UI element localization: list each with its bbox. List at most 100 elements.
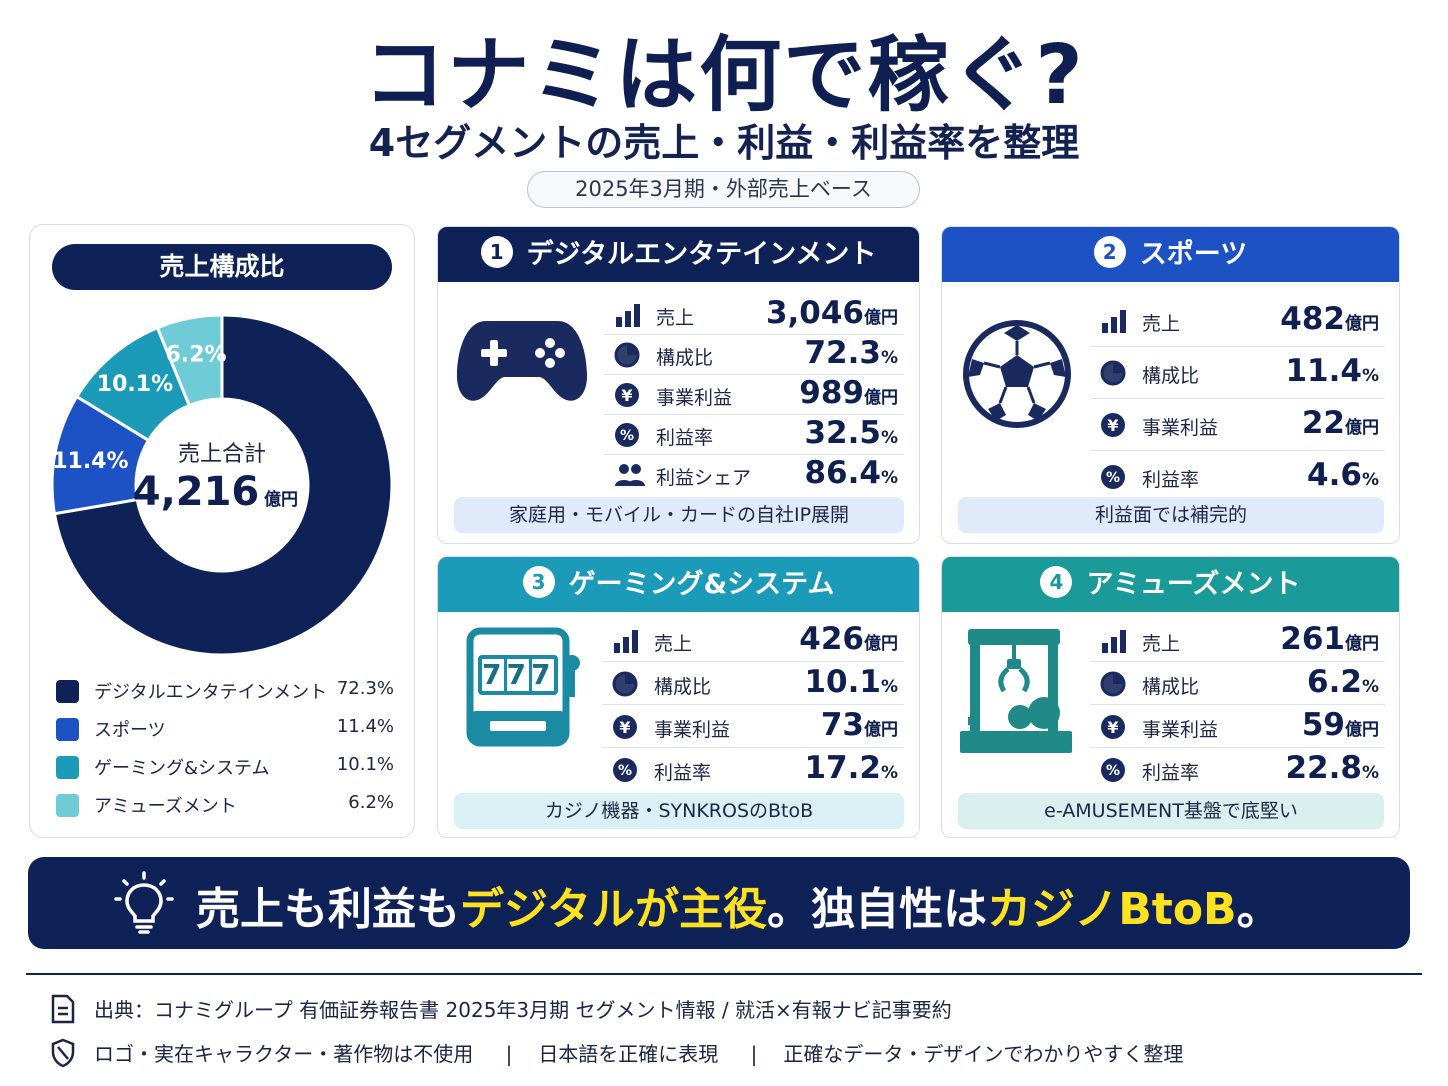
metric-value: 426億円	[799, 621, 898, 657]
footer-notes: ロゴ・実在キャラクター・著作物は不使用 | 日本語を正確に表現 | 正確なデータ・デ…	[50, 1038, 1183, 1068]
segment-note: 利益面では補完的	[958, 497, 1384, 533]
legend-item: アミューズメント 6.2%	[56, 787, 394, 825]
metric-number: 10.1	[804, 663, 881, 700]
metric-value: 4.6%	[1307, 457, 1379, 493]
svg-text:¥: ¥	[1107, 718, 1118, 737]
metric-value: 11.4%	[1285, 353, 1379, 389]
legend-label: スポーツ	[94, 720, 166, 741]
donut-slice-label: 11.4%	[52, 449, 128, 474]
metric-number: 86.4	[804, 455, 881, 491]
segment-note: 家庭用・モバイル・カードの自社IP展開	[454, 497, 904, 533]
segment-card-header: 4 アミューズメント	[942, 557, 1399, 612]
legend-swatch	[56, 794, 79, 817]
key-message-part: 売上も利益も	[196, 884, 460, 935]
gamepad-icon	[456, 315, 588, 405]
donut-center-value: 4,216	[133, 469, 260, 515]
metric-unit: 億円	[864, 308, 898, 328]
metric-label: 利益率	[656, 427, 714, 449]
svg-text:%: %	[1106, 763, 1120, 779]
pie-icon	[612, 671, 638, 701]
metric-label: 構成比	[1142, 365, 1200, 387]
composition-title: 売上構成比	[52, 244, 392, 290]
segment-card-header: 2 スポーツ	[942, 227, 1399, 282]
segment-number-badge: 1	[480, 236, 513, 268]
metric-number: 22	[1301, 405, 1345, 441]
metric-unit: 億円	[864, 719, 898, 740]
metric-row: 構成比 11.4%	[1090, 347, 1385, 399]
yen-icon: ¥	[1100, 412, 1126, 442]
composition-panel: 売上構成比 売上合計 4,216 億円 72.3% 11.4% 10.1% 6.2% …	[29, 224, 415, 838]
metric-row: ¥ 事業利益 59億円	[1090, 705, 1385, 748]
key-message-part: 。	[1236, 884, 1281, 935]
metric-row: ¥ 事業利益 22億円	[1090, 399, 1385, 451]
metric-row: 売上 3,046億円	[604, 295, 904, 335]
segment-number-badge: 2	[1093, 236, 1126, 268]
metric-label: 事業利益	[1142, 718, 1219, 741]
metric-label: 構成比	[656, 347, 714, 369]
metric-label: 利益率	[654, 761, 712, 784]
segment-metrics: 売上 261億円 構成比 6.2% ¥ 事業利益 59億円% 利益率 22.8%	[1090, 619, 1385, 791]
segment-name: アミューズメント	[1086, 569, 1301, 600]
metric-row: 構成比 72.3%	[604, 335, 904, 375]
segment-card-header: 3 ゲーミング&システム	[438, 557, 919, 612]
legend-value: 72.3%	[336, 678, 394, 699]
footer-note: 日本語を正確に表現	[538, 1042, 719, 1066]
metric-value: 261億円	[1280, 621, 1379, 657]
metric-number: 11.4	[1285, 353, 1362, 389]
metric-value: 22.8%	[1285, 750, 1379, 786]
yen-icon: ¥	[614, 382, 640, 412]
metric-row: 売上 482億円	[1090, 295, 1385, 347]
svg-text:%: %	[1106, 470, 1120, 486]
metric-label: 構成比	[654, 675, 712, 698]
donut-hole	[136, 399, 308, 571]
metric-number: 6.2	[1307, 663, 1362, 700]
legend-label: アミューズメント	[94, 796, 237, 817]
legend-label: ゲーミング&システム	[94, 758, 270, 779]
metric-number: 17.2	[804, 749, 881, 786]
key-message-banner: 売上も利益もデジタルが主役。独自性はカジノBtoB。	[28, 857, 1410, 949]
metric-row: % 利益率 17.2%	[602, 748, 904, 791]
soccer-ball-icon	[962, 319, 1072, 429]
metric-value: 72.3%	[804, 335, 898, 371]
footer-note: ロゴ・実在キャラクター・著作物は不使用	[94, 1042, 474, 1066]
legend-value: 10.1%	[336, 754, 394, 775]
svg-text:%: %	[618, 763, 632, 779]
metric-label: 利益シェア	[656, 467, 752, 489]
metric-label: 事業利益	[656, 387, 733, 409]
metric-number: 426	[799, 620, 864, 657]
metric-unit: 億円	[1345, 719, 1379, 740]
segment-metrics: 売上 482億円 構成比 11.4% ¥ 事業利益 22億円% 利益率 4.6%	[1090, 295, 1385, 503]
period-badge: 2025年3月期・外部売上ベース	[527, 171, 920, 208]
metric-row: % 利益率 4.6%	[1090, 451, 1385, 503]
svg-text:%: %	[620, 428, 634, 444]
percent-icon: %	[1100, 464, 1126, 494]
segment-name: デジタルエンタテインメント	[526, 239, 877, 270]
percent-icon: %	[612, 757, 638, 787]
svg-text:¥: ¥	[1107, 416, 1118, 435]
metric-row: 構成比 10.1%	[602, 662, 904, 705]
metric-unit: %	[1361, 676, 1379, 697]
metric-row: % 利益率 32.5%	[604, 415, 904, 455]
metric-label: 利益率	[1142, 469, 1200, 491]
metric-row: ¥ 事業利益 73億円	[602, 705, 904, 748]
metric-number: 261	[1280, 620, 1345, 657]
segment-name: ゲーミング&システム	[568, 569, 835, 600]
footer-separator: |	[750, 1042, 758, 1066]
metric-row: 売上 426億円	[602, 619, 904, 662]
metric-number: 72.3	[804, 335, 881, 371]
bar-chart-icon	[1100, 308, 1128, 338]
composition-legend: デジタルエンタテインメント 72.3% スポーツ 11.4% ゲーミング&システム 10.…	[56, 673, 394, 825]
segment-number-badge: 3	[522, 566, 555, 598]
metric-value: 22億円	[1302, 405, 1379, 441]
metric-unit: %	[880, 348, 898, 368]
metric-value: 6.2%	[1307, 664, 1379, 700]
donut-center-unit: 億円	[264, 489, 298, 510]
metric-label: 事業利益	[1142, 417, 1219, 439]
metric-value: 86.4%	[804, 455, 898, 491]
metric-value: 10.1%	[804, 664, 898, 700]
metric-unit: 億円	[864, 633, 898, 654]
donut-center-label: 売上合計	[178, 442, 266, 467]
legend-item: ゲーミング&システム 10.1%	[56, 749, 394, 787]
segment-card-header: 1 デジタルエンタテインメント	[438, 227, 919, 282]
metric-row: 売上 261億円	[1090, 619, 1385, 662]
